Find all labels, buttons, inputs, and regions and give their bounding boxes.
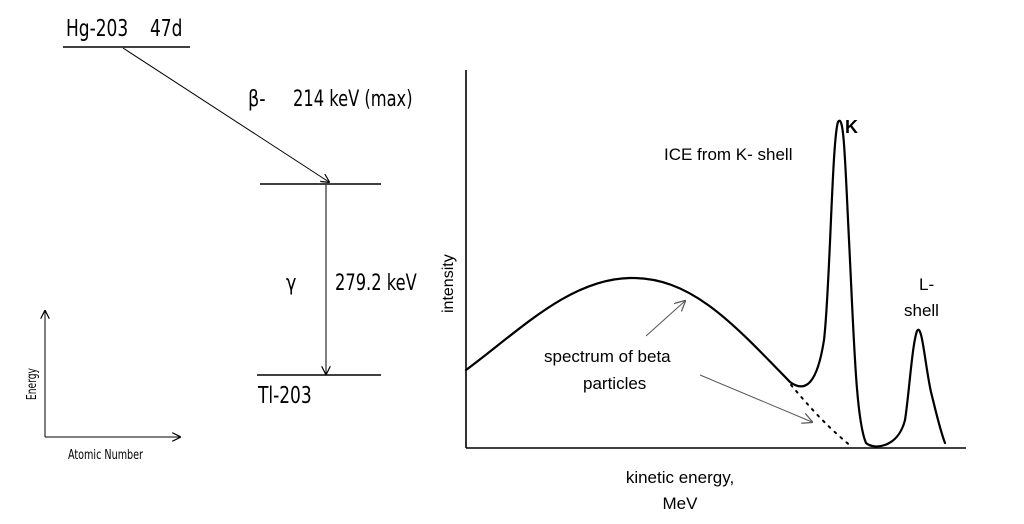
beta-spectrum-label: spectrum of beta	[544, 347, 671, 366]
l-peak-label: L-	[919, 275, 934, 294]
gamma-label: γ	[286, 270, 297, 295]
atomic-number-axis-label: Atomic Number	[68, 446, 143, 462]
beta-energy-label: 214 keV (max)	[293, 86, 413, 112]
beta-decay-arrow	[122, 47, 329, 182]
beta-spectrum-extrapolation	[790, 384, 853, 448]
kinetic-energy-unit-label: MeV	[663, 494, 699, 513]
daughter-label: Tl-203	[257, 381, 312, 408]
k-peak-label: K	[845, 117, 858, 137]
l-shell-label: shell	[904, 301, 939, 320]
beta-extrapolation-pointer-arrow	[699, 374, 812, 422]
parent-label: Hg-203	[66, 14, 128, 41]
decay-scheme: Hg-203 47d β- 214 keV (max) γ 279.2 keV …	[24, 14, 417, 462]
half-life-label: 47d	[150, 14, 182, 41]
electron-spectrum: intensity kinetic energy, MeV K ICE from…	[440, 70, 966, 513]
beta-spectrum-pointer-arrow	[645, 301, 685, 337]
spectrum-curve	[464, 119, 947, 448]
energy-axis-label: Energy	[24, 368, 39, 400]
intensity-axis-label: intensity	[440, 254, 457, 313]
beta-label: β-	[248, 86, 266, 111]
kinetic-energy-label: kinetic energy,	[626, 468, 734, 487]
ice-k-shell-label: ICE from K- shell	[664, 145, 792, 164]
beta-particles-label: particles	[583, 374, 646, 393]
gamma-energy-label: 279.2 keV	[335, 270, 417, 296]
